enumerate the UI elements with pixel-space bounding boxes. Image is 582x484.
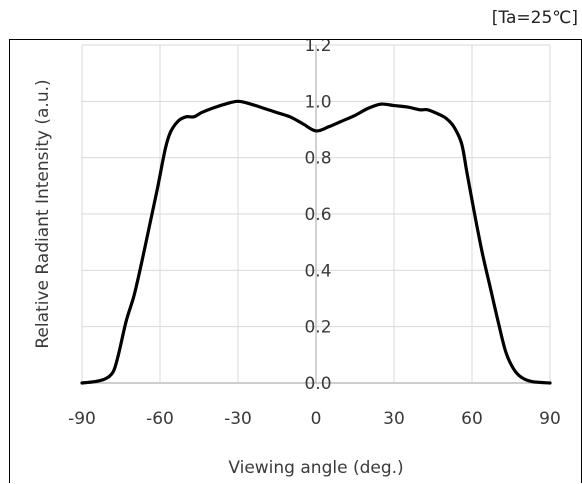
x-tick-label: 30 (383, 409, 405, 429)
y-tick-label: 1.0 (304, 92, 331, 112)
y-tick-label: 0.2 (304, 318, 331, 338)
y-tick-label: 0.6 (304, 205, 331, 225)
x-tick-label: -90 (68, 409, 96, 429)
x-tick-label: -30 (224, 409, 252, 429)
x-tick-label: -60 (146, 409, 174, 429)
x-tick-label: 0 (311, 409, 322, 429)
condition-label: [Ta=25℃] (491, 8, 578, 28)
y-tick-label: 0.4 (304, 261, 331, 281)
axes (82, 45, 550, 384)
x-axis-title: Viewing angle (deg.) (228, 458, 403, 478)
x-tick-label: 60 (461, 409, 483, 429)
tick-labels: -90 -60 -30 0 30 60 90 0.0 0.2 0.4 0.6 0.8 1.0 1.2 (68, 40, 561, 429)
y-tick-label: 0.0 (304, 374, 331, 394)
x-tick-label: 90 (539, 409, 561, 429)
chart-frame: -90 -60 -30 0 30 60 90 0.0 0.2 0.4 0.6 0.8 1.0 1.2 Vi… (9, 39, 582, 483)
y-axis-title: Relative Radiant Intensity (a.u.) (33, 79, 53, 348)
y-tick-label: 0.8 (304, 149, 331, 169)
y-tick-label: 1.2 (304, 40, 331, 56)
series (80, 99, 552, 385)
chart: -90 -60 -30 0 30 60 90 0.0 0.2 0.4 0.6 0.8 1.0 1.2 Vi… (33, 40, 561, 478)
series-line-0 (80, 99, 552, 385)
